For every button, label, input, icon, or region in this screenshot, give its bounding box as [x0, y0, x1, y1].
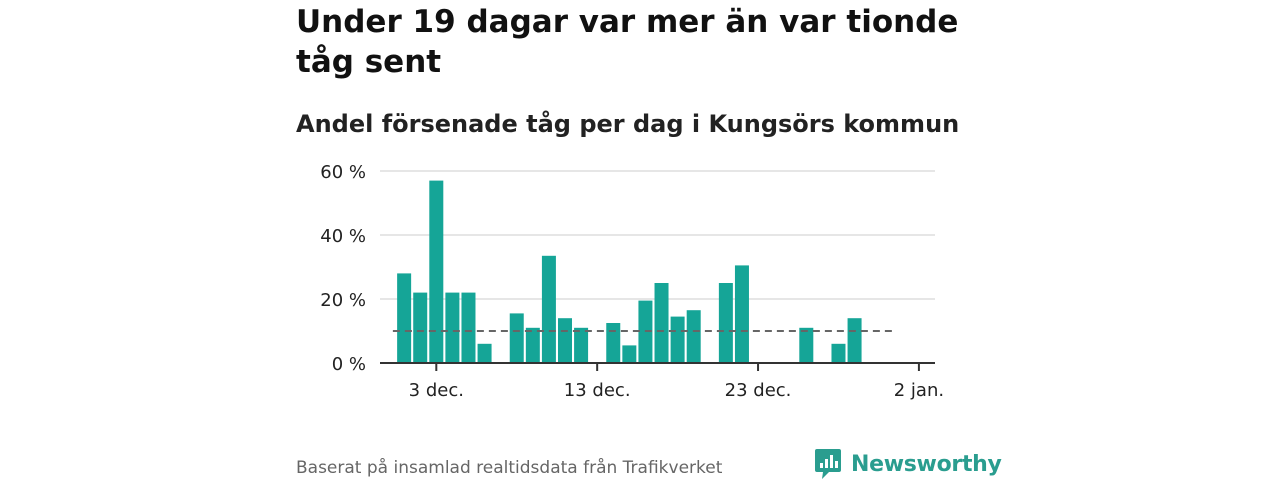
bar	[413, 292, 428, 363]
bar	[429, 180, 444, 363]
bar	[574, 327, 589, 363]
bar	[734, 265, 749, 363]
bar	[541, 255, 556, 363]
bar	[718, 283, 733, 363]
bar	[558, 318, 572, 363]
y-tick-labels: 0 % 20 % 40 % 60 %	[320, 162, 366, 375]
x-tick-label: 23 dec.	[725, 380, 792, 401]
x-tick-labels: 3 dec. 13 dec. 23 dec. 2 jan.	[409, 380, 944, 401]
y-tick-label: 20 %	[320, 290, 366, 311]
grid-lines	[380, 170, 935, 300]
y-tick-label: 60 %	[320, 162, 366, 183]
y-tick-label: 0 %	[332, 354, 366, 375]
bar	[461, 292, 476, 363]
bar	[847, 318, 862, 363]
brand-logo[interactable]: Newsworthy	[814, 447, 1002, 481]
bar-chart: 0 % 20 % 40 % 60 % 3 dec. 13 dec. 23 dec. 2 ja…	[320, 162, 944, 401]
bar	[509, 313, 524, 363]
bar	[525, 327, 540, 363]
bar	[477, 343, 492, 363]
bar	[670, 316, 685, 363]
x-tick-label: 13 dec.	[564, 380, 631, 401]
bar	[686, 310, 701, 363]
bar	[654, 283, 669, 363]
bar	[445, 292, 460, 363]
source-note: Baserat på insamlad realtidsdata från Tr…	[296, 458, 723, 478]
bar	[831, 343, 846, 363]
chart-subtitle: Andel försenade tåg per dag i Kungsörs k…	[296, 110, 960, 138]
x-tick-label: 3 dec.	[409, 380, 464, 401]
bar	[622, 345, 637, 363]
bar	[606, 323, 621, 363]
bar	[799, 327, 814, 363]
bar	[397, 273, 412, 363]
x-tick-label: 2 jan.	[894, 380, 944, 401]
y-tick-label: 40 %	[320, 226, 366, 247]
chart-title: Under 19 dagar var mer än var tionde tåg…	[296, 4, 959, 80]
bars	[397, 180, 862, 363]
brand-name: Newsworthy	[851, 451, 1002, 477]
x-ticks	[435, 363, 920, 371]
newsworthy-logo-icon	[815, 449, 841, 479]
